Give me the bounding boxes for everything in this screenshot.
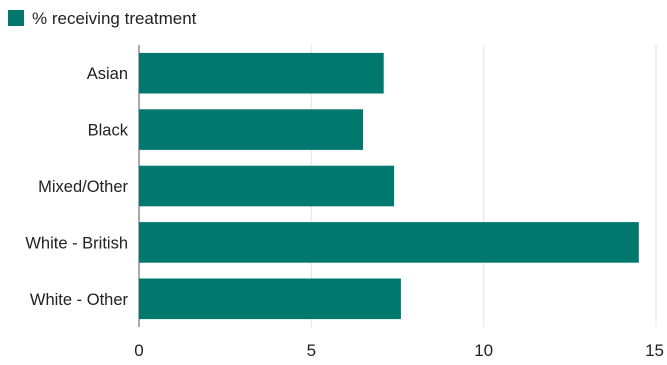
bar [139, 109, 363, 150]
tick-label: 10 [474, 341, 493, 360]
legend: % receiving treatment [8, 9, 197, 28]
bars [139, 52, 639, 320]
category-label: White - British [25, 234, 128, 252]
category-labels: Asian Black Mixed/Other White - British Whit… [25, 65, 128, 309]
tick-label: 15 [645, 341, 664, 360]
bar [139, 278, 401, 320]
legend-swatch [8, 10, 24, 26]
category-label: Mixed/Other [38, 178, 128, 196]
bar [139, 165, 395, 207]
category-label: White - Other [30, 291, 129, 309]
tick-label: 5 [307, 341, 316, 360]
legend-label: % receiving treatment [32, 9, 197, 28]
tick-label: 0 [134, 341, 143, 360]
bar [139, 52, 384, 94]
x-axis-tick-labels: 0 5 10 15 [134, 341, 664, 360]
category-label: Asian [87, 65, 128, 83]
category-label: Black [88, 122, 129, 140]
bar [139, 222, 639, 263]
